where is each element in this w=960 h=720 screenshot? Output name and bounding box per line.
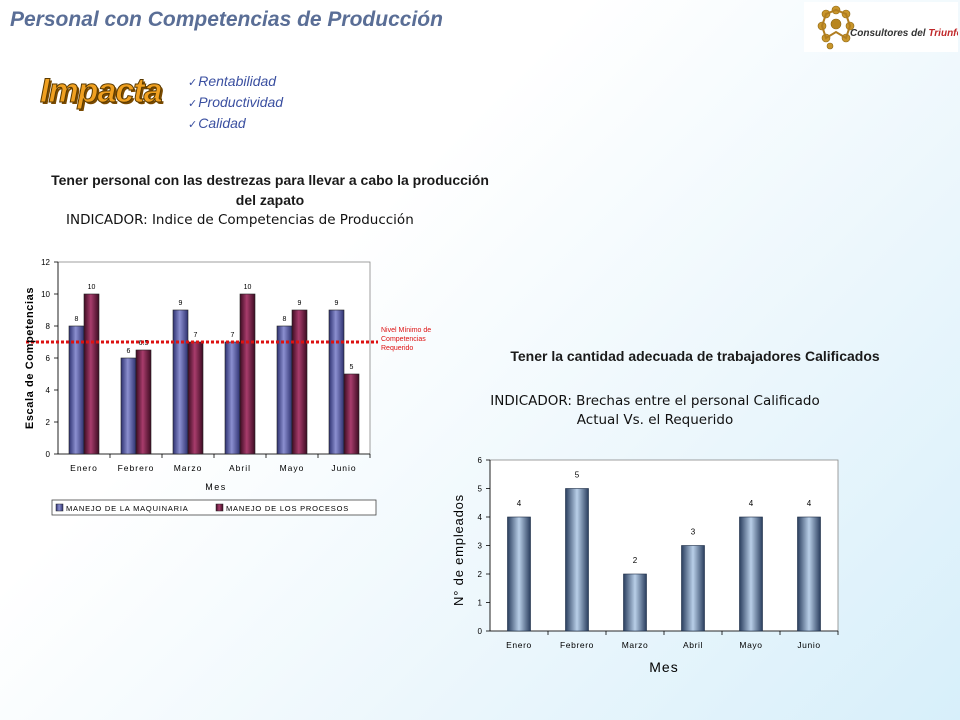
- data-label: 10: [244, 284, 252, 291]
- right-subtitle: Tener la cantidad adecuada de trabajador…: [510, 348, 880, 364]
- legend-label: MANEJO DE LOS PROCESOS: [226, 504, 349, 513]
- x-tick-label: Junio: [331, 463, 356, 473]
- bar: [565, 488, 589, 632]
- data-label: 7: [194, 332, 198, 339]
- bar: [507, 516, 531, 632]
- impact-item: ✓Calidad: [188, 115, 246, 131]
- y-axis-title: Escala de Competencias: [24, 287, 36, 429]
- bar: [739, 516, 763, 632]
- data-label: 5: [575, 471, 580, 480]
- left-subtitle: Tener personal con las destrezas para ll…: [51, 172, 489, 208]
- check-icon: ✓: [188, 98, 198, 110]
- data-label: 8: [75, 316, 79, 323]
- legend: [51, 499, 377, 516]
- data-label: 10: [88, 284, 96, 291]
- svg-text:Consultores del Triunfo, C.A.: Consultores del Triunfo, C.A.: [850, 28, 958, 39]
- y-tick-label: 12: [41, 258, 50, 267]
- impact-item: ✓Productividad: [188, 94, 284, 110]
- bar: [623, 573, 647, 632]
- y-tick-label: 5: [478, 485, 483, 494]
- x-tick-label: Marzo: [174, 463, 203, 473]
- bar: [343, 373, 360, 455]
- x-axis-title: Mes: [205, 482, 227, 492]
- right-indicator: INDICADOR: Brechas entre el personal Cal…: [480, 392, 830, 430]
- y-tick-label: 3: [478, 542, 483, 551]
- y-tick-label: 6: [478, 456, 483, 465]
- bar: [135, 349, 152, 455]
- legend-swatch: [215, 503, 224, 512]
- left-indicator: INDICADOR: Indice de Competencias de Pro…: [66, 212, 414, 228]
- data-label: 7: [231, 332, 235, 339]
- competencias-chart: 024681012810Enero66.5Febrero97Marzo710Ab…: [24, 258, 431, 516]
- right-indicator-line1: INDICADOR: Brechas entre el personal Cal…: [490, 393, 820, 409]
- y-tick-label: 2: [46, 418, 51, 427]
- data-label: 9: [335, 300, 339, 307]
- y-tick-label: 4: [478, 513, 483, 522]
- bar: [797, 516, 821, 632]
- x-tick-label: Mayo: [739, 640, 762, 650]
- x-tick-label: Marzo: [622, 640, 649, 650]
- y-tick-label: 0: [46, 450, 51, 459]
- bar: [291, 309, 308, 455]
- x-axis-title: Mes: [649, 659, 678, 675]
- data-label: 4: [807, 499, 812, 508]
- x-tick-label: Abril: [229, 463, 251, 473]
- reference-line-label: Nivel Mínimo de Competencias Requerido: [381, 327, 431, 352]
- data-label: 3: [691, 528, 696, 537]
- y-tick-label: 4: [46, 386, 51, 395]
- legend-label: MANEJO DE LA MAQUINARIA: [66, 504, 189, 513]
- x-tick-label: Febrero: [560, 640, 594, 650]
- page-title: Personal con Competencias de Producción: [10, 8, 443, 31]
- y-tick-label: 8: [46, 322, 51, 331]
- y-tick-label: 10: [41, 290, 50, 299]
- bar: [239, 293, 256, 455]
- x-tick-label: Junio: [797, 640, 820, 650]
- data-label: 4: [517, 499, 522, 508]
- data-label: 5: [350, 364, 354, 371]
- bar: [187, 341, 204, 455]
- impact-list: ✓Rentabilidad ✓Productividad ✓Calidad: [188, 72, 283, 135]
- x-tick-label: Abril: [683, 640, 703, 650]
- impact-item: ✓Rentabilidad: [188, 73, 277, 89]
- data-label: 9: [298, 300, 302, 307]
- x-tick-label: Enero: [70, 463, 98, 473]
- bar: [681, 545, 705, 632]
- y-axis-title: N° de empleados: [451, 494, 466, 606]
- y-tick-label: 6: [46, 354, 51, 363]
- data-label: 6: [127, 348, 131, 355]
- impacta-heading: Impacta: [40, 72, 163, 111]
- y-tick-label: 1: [478, 599, 483, 608]
- company-logo: Consultores del Triunfo, C.A.: [804, 2, 960, 52]
- data-label: 8: [283, 316, 287, 323]
- check-icon: ✓: [188, 119, 198, 131]
- x-tick-label: Enero: [506, 640, 532, 650]
- y-tick-label: 0: [478, 627, 483, 636]
- data-label: 2: [633, 556, 638, 565]
- y-tick-label: 2: [478, 570, 483, 579]
- plot-area: [489, 459, 839, 632]
- x-tick-label: Febrero: [118, 463, 155, 473]
- x-tick-label: Mayo: [280, 463, 305, 473]
- bar: [83, 293, 100, 455]
- data-label: 9: [179, 300, 183, 307]
- data-label: 4: [749, 499, 754, 508]
- right-indicator-line2: Actual Vs. el Requerido: [576, 412, 734, 428]
- logo-graphic: Consultores del Triunfo, C.A.: [817, 5, 960, 50]
- check-icon: ✓: [188, 77, 198, 89]
- legend-swatch: [55, 503, 64, 512]
